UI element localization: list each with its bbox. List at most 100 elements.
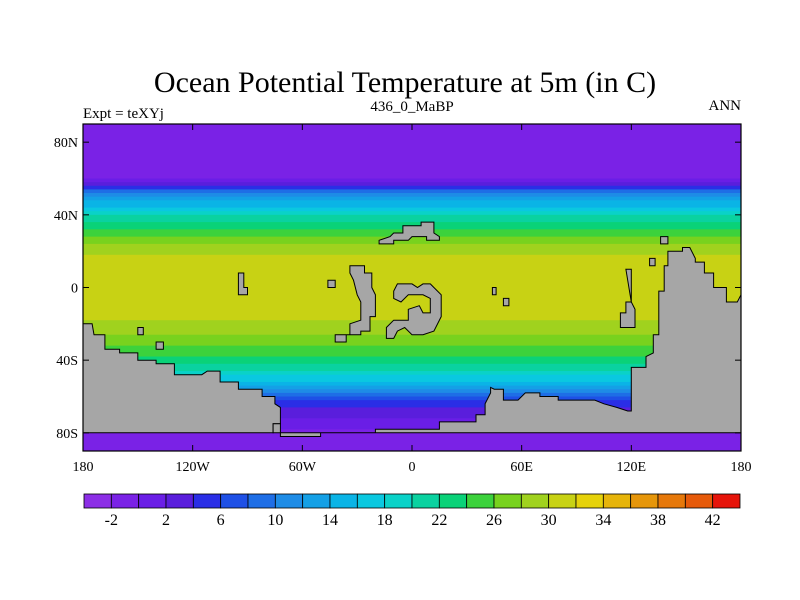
temperature-band (83, 396, 741, 401)
colorbar-swatch (110, 493, 140, 509)
x-tick-label: 60W (289, 460, 317, 475)
x-tick-label: 120W (176, 460, 211, 475)
x-tick-label: 180 (73, 460, 94, 475)
temperature-band (83, 189, 741, 194)
temperature-band (83, 156, 741, 161)
colorbar-label: -2 (105, 512, 118, 529)
temperature-band (83, 352, 741, 358)
temperature-band (83, 342, 741, 347)
colorbar-label: 38 (650, 512, 666, 529)
colorbar-label: 30 (541, 512, 557, 529)
colorbar-swatch (247, 493, 276, 509)
temperature-band (83, 432, 741, 438)
temperature-band (83, 265, 741, 270)
temperature-band (83, 196, 741, 201)
colorbar-swatch (493, 493, 522, 509)
colorbar-swatch (384, 493, 413, 509)
land-east-islet-2 (502, 297, 510, 307)
colorbar-swatch (165, 493, 194, 509)
temperature-band (83, 178, 741, 183)
temperature-band (83, 243, 741, 249)
x-tick-label: 180 (731, 460, 752, 475)
temperature-band (83, 251, 741, 256)
temperature-band (83, 302, 741, 307)
temperature-band (83, 272, 741, 278)
temperature-band (83, 276, 741, 281)
colorbar-swatch (329, 493, 358, 509)
temperature-band (83, 149, 741, 154)
temperature-band (83, 374, 741, 379)
land-central-archipelago (334, 265, 376, 343)
temperature-band (83, 360, 741, 365)
colorbar-swatch (192, 493, 222, 509)
colorbar-label: 26 (486, 512, 502, 529)
colorbar-label: 18 (377, 512, 393, 529)
temperature-band (83, 254, 741, 260)
temperature-band (83, 436, 741, 441)
center-label: 436_0_MaBP (370, 99, 453, 115)
temperature-band (83, 258, 741, 263)
x-axis: 180 120W 60W 0 60E 120E 180 (73, 124, 752, 475)
temperature-band (83, 381, 741, 387)
land-south-pacific-islet-2 (155, 341, 164, 350)
temperature-band (83, 385, 741, 390)
temperature-band (83, 334, 741, 339)
left-label: Expt = teXYj (83, 106, 164, 122)
y-tick-label: 40N (54, 209, 78, 224)
temperature-band (83, 403, 741, 408)
temperature-band (83, 193, 741, 198)
land-east-islet (491, 287, 497, 296)
land-gondwana-inner (385, 283, 442, 339)
temperature-band (83, 349, 741, 354)
temperature-band (83, 367, 741, 372)
temperature-band (83, 163, 741, 169)
temperature-band (83, 378, 741, 383)
temperature-band (83, 407, 741, 412)
temperature-band (83, 167, 741, 172)
land-south-continent (83, 323, 281, 434)
colorbar-swatch (411, 493, 440, 509)
temperature-band (83, 222, 741, 227)
colorbar: -2 2 6 10 14 18 22 26 30 34 38 42 (83, 493, 741, 529)
temperature-band (83, 345, 741, 350)
land-west-pacific-island (237, 272, 248, 296)
x-tick-label: 0 (409, 460, 416, 475)
colorbar-label: 42 (705, 512, 721, 529)
temperature-band (83, 131, 741, 136)
right-label: ANN (709, 98, 742, 114)
land-masses (83, 221, 741, 437)
temperature-band (83, 236, 741, 241)
temperature-band (83, 185, 741, 190)
colorbar-swatch (220, 493, 249, 509)
temperature-band (83, 363, 741, 369)
y-tick-label: 0 (71, 282, 78, 297)
temperature-band (83, 211, 741, 216)
temperature-band (83, 174, 741, 180)
chart-title: Ocean Potential Temperature at 5m (in C) (154, 66, 656, 99)
temperature-band (83, 214, 741, 220)
temperature-band (83, 298, 741, 303)
temperature-band (83, 269, 741, 274)
temperature-band (83, 160, 741, 165)
colorbar-swatch (274, 493, 304, 509)
temperature-band (83, 203, 741, 209)
temperature-band (83, 421, 741, 427)
land-east-arc (619, 268, 636, 328)
land-east-islet-3 (649, 257, 656, 267)
temperature-band (83, 138, 741, 143)
temperature-band (83, 207, 741, 212)
land-north-island (378, 221, 440, 245)
colorbar-swatch (356, 493, 386, 509)
temperature-band (83, 218, 741, 223)
temperature-band (83, 392, 741, 398)
land-east-islet-4 (660, 236, 669, 245)
temperature-band (83, 171, 741, 176)
y-axis: 80N 40N 0 40S 80S (54, 136, 741, 442)
temperature-band (83, 425, 741, 430)
temperature-band (83, 411, 741, 416)
colorbar-swatch (684, 493, 714, 509)
colorbar-label: 2 (162, 512, 170, 529)
temperature-band (83, 338, 741, 343)
colorbar-label: 34 (595, 512, 611, 529)
